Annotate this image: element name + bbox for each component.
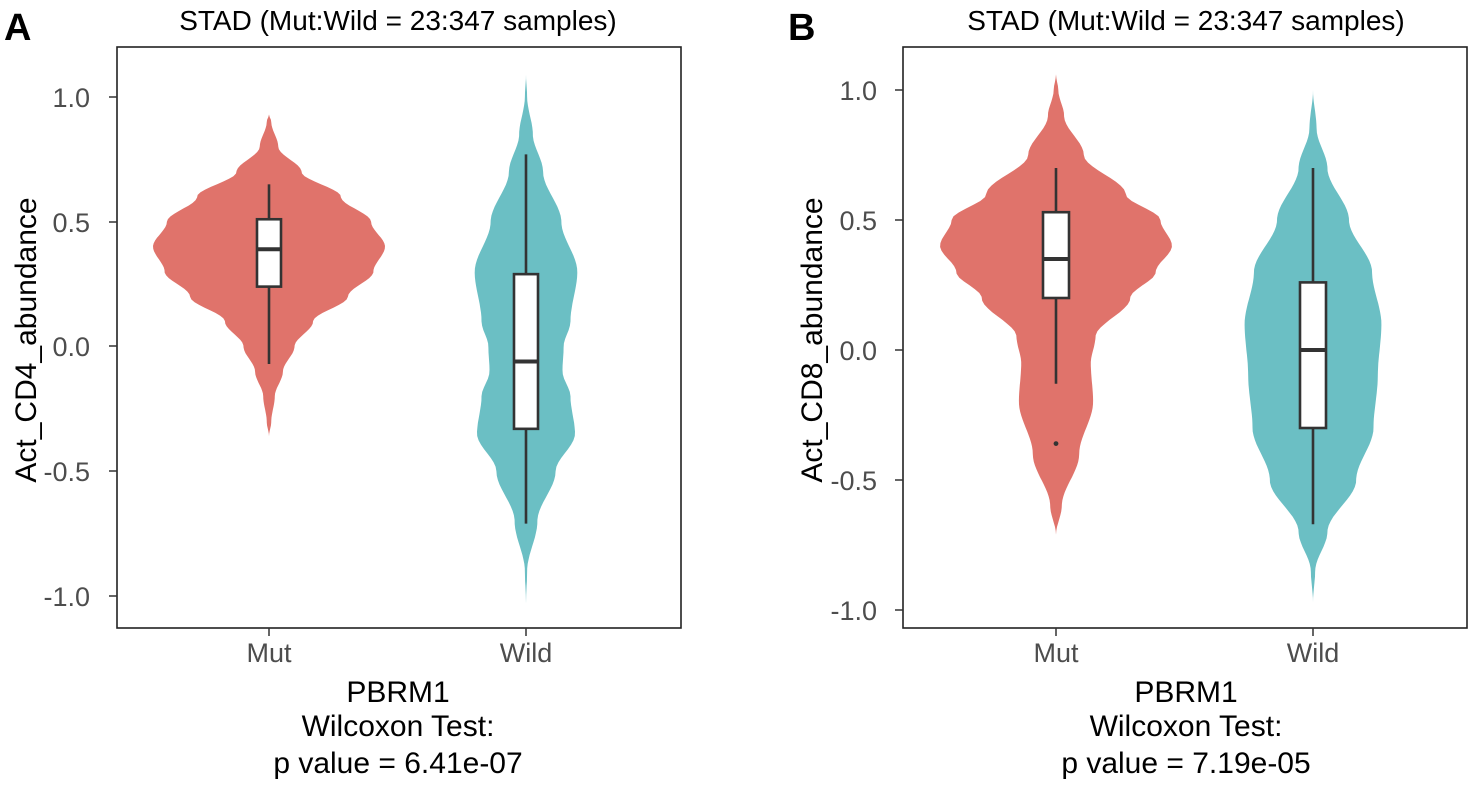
chart-title: STAD (Mut:Wild = 23:347 samples) bbox=[967, 5, 1405, 36]
y-tick-label: 1.0 bbox=[839, 76, 877, 106]
x-axis: Mut Wild bbox=[246, 628, 552, 668]
plot-border bbox=[116, 46, 682, 629]
y-tick-label: -1.0 bbox=[43, 582, 90, 612]
panel-a: A STAD (Mut:Wild = 23:347 samples) Act_C… bbox=[4, 5, 682, 780]
panel-letter: B bbox=[788, 7, 815, 49]
y-tick-label: 0.5 bbox=[839, 206, 877, 236]
box-iqr bbox=[1041, 210, 1071, 300]
y-tick-label: 0.0 bbox=[52, 332, 90, 362]
plot-area bbox=[940, 74, 1382, 603]
panel-b: B STAD (Mut:Wild = 23:347 samples) Act_C… bbox=[788, 5, 1468, 780]
p-value: p value = 6.41e-07 bbox=[273, 747, 522, 780]
test-name: Wilcoxon Test: bbox=[1090, 710, 1283, 743]
x-tick-label: Mut bbox=[1033, 638, 1079, 668]
y-axis: 1.0 0.5 0.0 -0.5 -1.0 bbox=[830, 76, 903, 626]
y-axis-label: Act_CD8_abundance bbox=[796, 197, 829, 482]
plot-area bbox=[153, 74, 578, 604]
y-tick-label: -1.0 bbox=[830, 596, 877, 626]
y-tick-label: 1.0 bbox=[52, 83, 90, 113]
y-axis: 1.0 0.5 0.0 -0.5 -1.0 bbox=[43, 83, 117, 612]
y-axis-label: Act_CD4_abundance bbox=[10, 197, 43, 482]
x-tick-label: Wild bbox=[500, 638, 553, 668]
y-tick-label: 0.5 bbox=[52, 208, 90, 238]
test-name: Wilcoxon Test: bbox=[302, 710, 495, 743]
x-axis-label: PBRM1 bbox=[346, 676, 449, 709]
x-tick-label: Mut bbox=[246, 638, 292, 668]
x-axis-label: PBRM1 bbox=[1134, 676, 1237, 709]
y-tick-label: -0.5 bbox=[43, 457, 90, 487]
chart-title: STAD (Mut:Wild = 23:347 samples) bbox=[179, 5, 617, 36]
box-iqr bbox=[1298, 281, 1328, 430]
panel-letter: A bbox=[4, 7, 31, 49]
p-value: p value = 7.19e-05 bbox=[1061, 747, 1310, 780]
outlier-point bbox=[1053, 441, 1059, 446]
x-axis: Mut Wild bbox=[1033, 628, 1339, 668]
box-iqr bbox=[512, 272, 540, 431]
y-tick-label: 0.0 bbox=[839, 336, 877, 366]
x-tick-label: Wild bbox=[1287, 638, 1340, 668]
plot-border bbox=[902, 46, 1468, 629]
box-iqr bbox=[255, 217, 283, 288]
y-tick-label: -0.5 bbox=[830, 466, 877, 496]
